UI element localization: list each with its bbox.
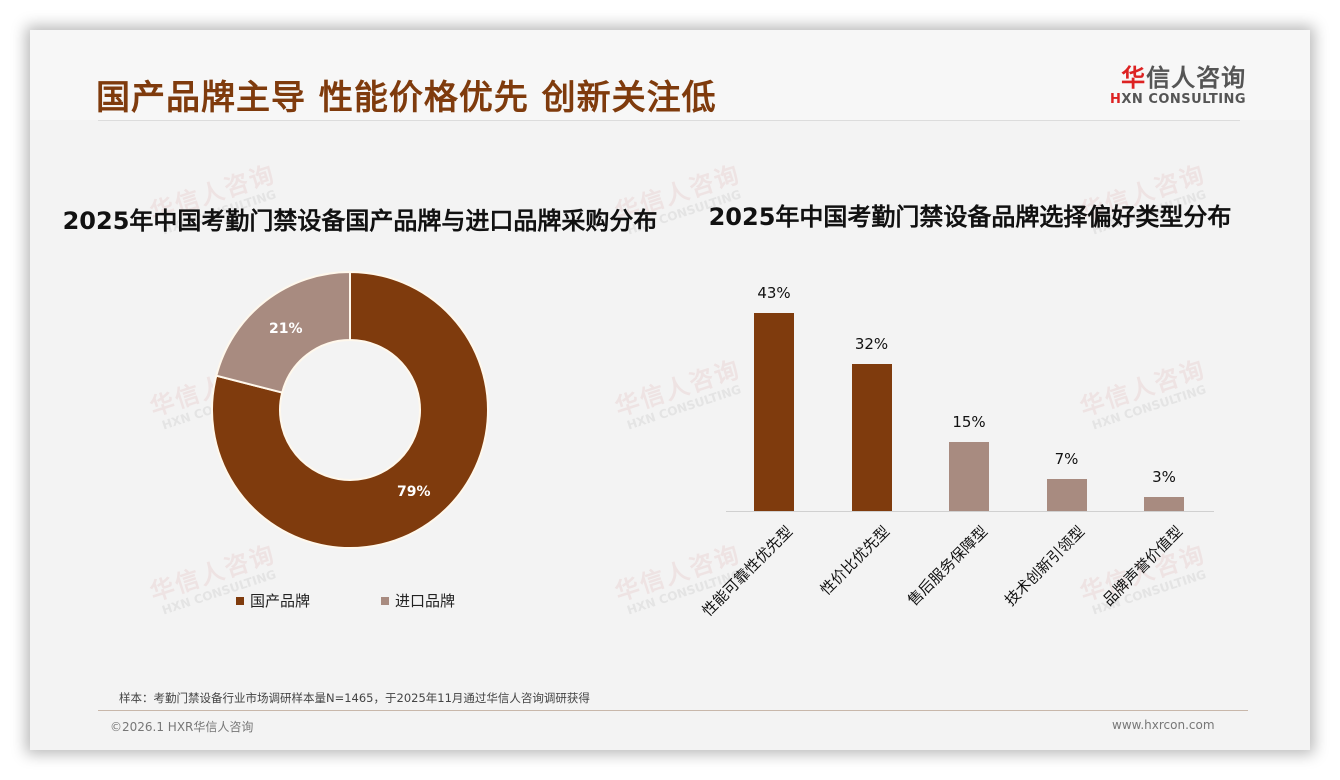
donut-chart: 21% 79% bbox=[211, 270, 489, 549]
x-axis-line bbox=[726, 511, 1214, 512]
slice-label-import: 21% bbox=[269, 321, 303, 337]
x-axis-label: 售后服务保障型 bbox=[904, 522, 992, 610]
donut-slice-1 bbox=[215, 270, 351, 394]
legend-item-import: 进口品牌 bbox=[381, 590, 455, 611]
header-band bbox=[30, 30, 1310, 120]
bar-4 bbox=[1144, 497, 1184, 511]
x-axis-label: 技术创新引领型 bbox=[1001, 522, 1089, 610]
x-axis-label: 性价比优先型 bbox=[817, 522, 894, 599]
logo-cn-accent: 华 bbox=[1121, 64, 1147, 92]
bar-3 bbox=[1046, 478, 1087, 511]
website-link[interactable]: www.hxrcon.com bbox=[1112, 718, 1215, 732]
legend-swatch-icon bbox=[236, 596, 244, 605]
bar-0 bbox=[754, 313, 794, 511]
bar-value-label: 7% bbox=[1054, 449, 1079, 468]
legend-label: 国产品牌 bbox=[250, 592, 311, 610]
bar-1 bbox=[851, 363, 892, 511]
x-axis-label: 性能可靠性优先型 bbox=[698, 522, 797, 621]
bar-value-label: 15% bbox=[952, 412, 986, 431]
bar-2 bbox=[949, 441, 989, 511]
logo-cn: 华信人咨询 bbox=[1110, 64, 1246, 92]
donut-slice-0 bbox=[211, 270, 489, 549]
copyright: ©2026.1 HXR华信人咨询 bbox=[110, 720, 254, 734]
legend-label: 进口品牌 bbox=[395, 592, 456, 610]
bar-chart: 43% 性能可靠性优先型 32% 性价比优先型 15% 售后服务保障型 7% 技术创新引领型 3… bbox=[699, 280, 1214, 620]
footer-divider bbox=[98, 710, 1248, 711]
pie-chart-title: 2025年中国考勤门禁设备国产品牌与进口品牌采购分布 bbox=[62, 207, 658, 235]
x-axis-label: 品牌声誉价值型 bbox=[1099, 522, 1187, 610]
header-divider bbox=[98, 120, 1240, 121]
bar-chart-title: 2025年中国考勤门禁设备品牌选择偏好类型分布 bbox=[708, 203, 1232, 231]
legend-item-domestic: 国产品牌 bbox=[236, 590, 310, 611]
logo-en-text: XN CONSULTING bbox=[1121, 92, 1247, 107]
bar-value-label: 43% bbox=[757, 284, 791, 302]
logo-en-accent: H bbox=[1110, 92, 1122, 107]
donut-svg bbox=[211, 270, 489, 549]
company-logo: 华信人咨询 HXN CONSULTING bbox=[1110, 64, 1246, 108]
logo-cn-text: 信人咨询 bbox=[1146, 64, 1247, 92]
bar-value-label: 3% bbox=[1152, 468, 1176, 487]
legend-swatch-icon bbox=[381, 596, 389, 605]
bar-value-label: 32% bbox=[854, 334, 889, 353]
sample-note: 样本：考勤门禁设备行业市场调研样本量N=1465，于2025年11月通过华信人咨… bbox=[119, 691, 590, 705]
slide: 国产品牌主导 性能价格优先 创新关注低 华信人咨询 HXN CONSULTING… bbox=[30, 30, 1310, 750]
slice-label-domestic: 79% bbox=[397, 484, 431, 500]
page-title: 国产品牌主导 性能价格优先 创新关注低 bbox=[96, 78, 717, 118]
logo-en: HXN CONSULTING bbox=[1110, 92, 1246, 108]
